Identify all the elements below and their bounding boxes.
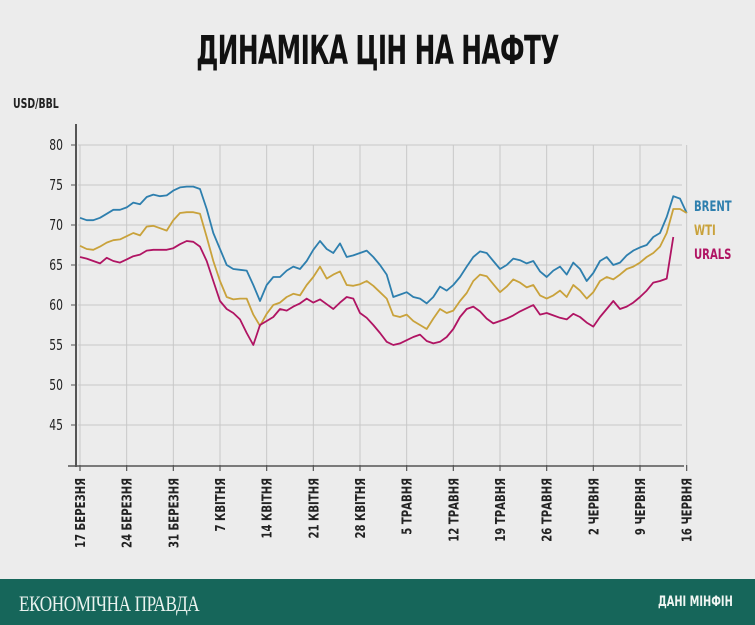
y-tick-label: 55 [49, 337, 63, 354]
legend-label-urals: URALS [694, 247, 732, 263]
x-tick-label: 17 БЕРЕЗНЯ [73, 478, 89, 548]
x-tick-label: 12 ТРАВНЯ [446, 478, 462, 542]
y-tick-label: 70 [49, 217, 63, 234]
x-tick-label: 24 БЕРЕЗНЯ [119, 478, 135, 548]
legend-urals: URALS [694, 247, 731, 263]
chart-axes [68, 124, 684, 467]
y-axis-unit-label: USD/BBL [13, 97, 59, 112]
chart-lines [79, 185, 688, 346]
footer-bar: ЕКОНОМІЧНА ПРАВДА ДАНІ МІНФІН [0, 579, 755, 625]
series-line-brent [79, 185, 688, 305]
y-tick-label: 80 [49, 137, 63, 154]
x-tick-label: 19 ТРАВНЯ [493, 478, 509, 542]
x-tick-label: 26 ТРАВНЯ [539, 478, 555, 542]
y-tick-label: 75 [49, 177, 63, 194]
y-tick-label: 65 [49, 257, 63, 274]
x-tick-label: 31 БЕРЕЗНЯ [166, 478, 182, 548]
brand-logo: ЕКОНОМІЧНА ПРАВДА [19, 591, 200, 616]
x-tick-label: 7 КВІТНЯ [213, 478, 229, 532]
y-tick-label: 45 [49, 417, 63, 434]
y-tick-label: 50 [49, 377, 63, 394]
legend-label-wti: WTI [694, 223, 716, 239]
x-tick-label: 2 ЧЕРВНЯ [586, 478, 602, 535]
x-tick-label: 5 ТРАВНЯ [399, 478, 415, 535]
line-chart: 45 50 55 60 65 70 75 80 17 БЕРЕЗНЯ 24 БЕРЕЗНЯ 31 … [49, 124, 695, 548]
series-line-urals [79, 236, 675, 346]
chart-grid [78, 144, 688, 465]
y-tick-label: 60 [49, 297, 63, 314]
legend-brent: BRENT [694, 199, 732, 215]
legend-label-brent: BRENT [694, 199, 732, 215]
data-source-label: ДАНІ МІНФІН [658, 594, 733, 610]
x-tick-label: 9 ЧЕРВНЯ [633, 478, 649, 535]
x-tick-label: 16 ЧЕРВНЯ [679, 478, 695, 542]
x-tick-label: 14 КВІТНЯ [259, 478, 275, 539]
x-axis-ticks: 17 БЕРЕЗНЯ 24 БЕРЕЗНЯ 31 БЕРЕЗНЯ 7 КВІТНЯ 14… [73, 465, 695, 548]
x-tick-label: 21 КВІТНЯ [306, 478, 322, 539]
legend-wti: WTI [694, 223, 716, 239]
page-title: ДИНАМІКА ЦІН НА НАФТУ [196, 28, 559, 74]
series-line-wti [79, 208, 688, 330]
x-tick-label: 28 КВІТНЯ [353, 478, 369, 539]
y-axis-ticks: 45 50 55 60 65 70 75 80 [49, 137, 76, 435]
